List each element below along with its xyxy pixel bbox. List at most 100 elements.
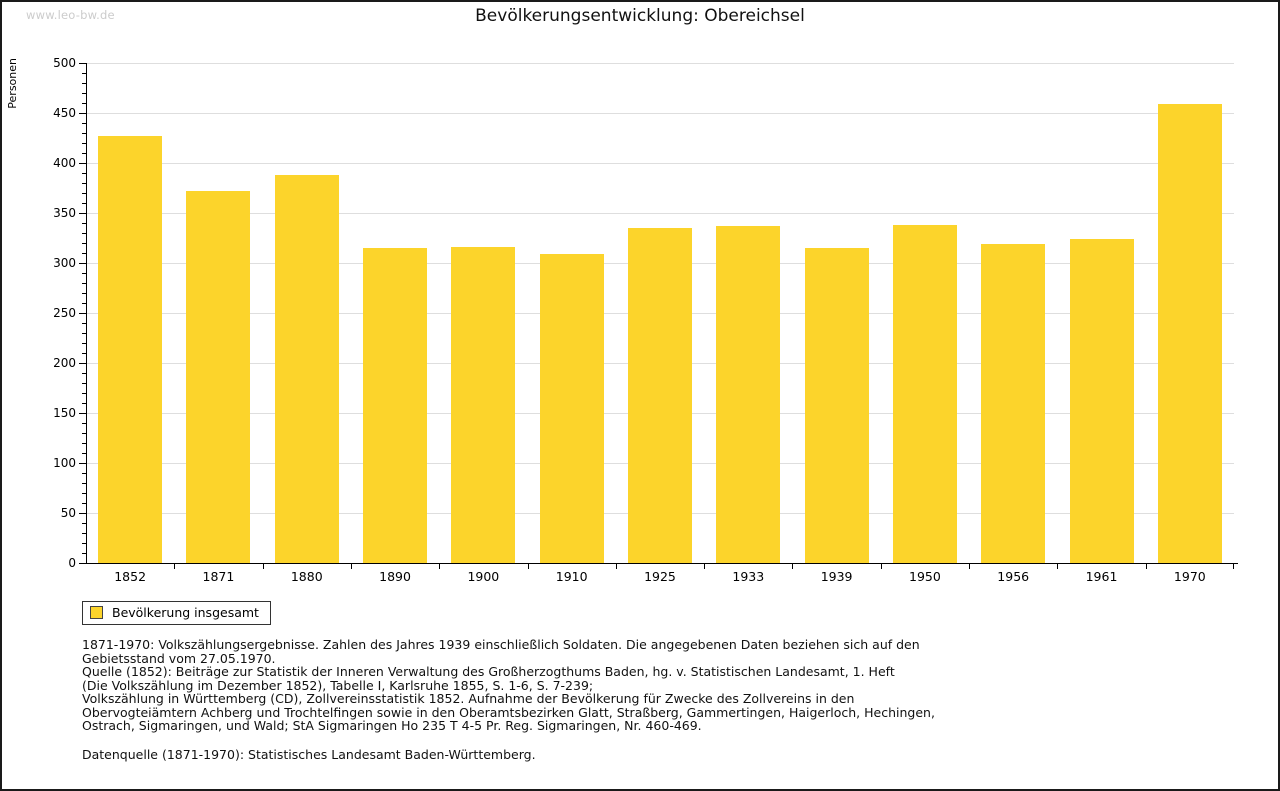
x-tick (1146, 564, 1147, 569)
x-tick (704, 564, 705, 569)
footnote-line: Gebietsstand vom 27.05.1970. (82, 650, 276, 666)
x-tick-label: 1925 (644, 569, 676, 584)
x-tick-label: 1961 (1085, 569, 1118, 584)
x-tick-label: 1950 (909, 569, 941, 584)
x-tick (1057, 564, 1058, 569)
y-tick-label: 450 (53, 106, 76, 120)
x-tick-label: 1970 (1173, 569, 1206, 584)
x-tick-label: 1900 (467, 569, 500, 584)
y-minor-tick (82, 393, 86, 394)
bar (539, 254, 604, 563)
bar (451, 247, 516, 563)
bar (804, 248, 869, 563)
y-minor-tick (82, 403, 86, 404)
y-tick-label: 350 (53, 206, 76, 220)
bar (1069, 239, 1134, 563)
y-minor-tick (82, 303, 86, 304)
footnote-line: (Die Volkszählung im Dezember 1852), Tab… (82, 677, 594, 693)
y-tick-label: 150 (53, 406, 76, 420)
y-minor-tick (82, 503, 86, 504)
x-tick (792, 564, 793, 569)
y-minor-tick (82, 173, 86, 174)
x-tick (263, 564, 264, 569)
y-minor-tick (82, 233, 86, 234)
gridline (87, 163, 1234, 164)
x-tick (616, 564, 617, 569)
x-tick-label: 1956 (997, 569, 1030, 584)
y-major-tick (79, 513, 86, 514)
y-tick-label: 300 (53, 256, 76, 270)
y-major-tick (79, 363, 86, 364)
y-minor-tick (82, 223, 86, 224)
x-tick-label: 1910 (555, 569, 588, 584)
x-tick-label: 1933 (732, 569, 765, 584)
y-minor-tick (82, 353, 86, 354)
legend: Bevölkerung insgesamt (82, 601, 271, 625)
y-tick-label: 500 (53, 56, 76, 70)
y-minor-tick (82, 383, 86, 384)
bar (363, 248, 428, 563)
y-minor-tick (82, 243, 86, 244)
legend-swatch-icon (90, 606, 103, 619)
y-major-tick (79, 463, 86, 464)
y-minor-tick (82, 483, 86, 484)
x-tick (881, 564, 882, 569)
x-tick-label: 1852 (114, 569, 147, 584)
y-minor-tick (82, 333, 86, 334)
y-minor-tick (82, 473, 86, 474)
x-tick (1233, 564, 1234, 569)
y-minor-tick (82, 523, 86, 524)
y-major-tick (79, 263, 86, 264)
x-tick-label: 1880 (290, 569, 323, 584)
y-minor-tick (82, 123, 86, 124)
bar (892, 225, 957, 563)
y-minor-tick (82, 73, 86, 74)
y-minor-tick (82, 373, 86, 374)
y-minor-tick (82, 153, 86, 154)
bar (274, 175, 339, 563)
x-tick (439, 564, 440, 569)
y-minor-tick (82, 543, 86, 544)
y-major-tick (79, 413, 86, 414)
footnote-line: Ostrach, Sigmaringen, und Wald; StA Sigm… (82, 718, 702, 733)
x-tick (969, 564, 970, 569)
y-major-tick (79, 563, 86, 564)
footnote-line: Obervogteiämtern Achberg und Trochtelfin… (82, 704, 935, 720)
y-minor-tick (82, 493, 86, 494)
y-major-tick (79, 163, 86, 164)
y-major-tick (79, 63, 86, 64)
bar (1157, 104, 1222, 563)
y-minor-tick (82, 83, 86, 84)
y-minor-tick (82, 453, 86, 454)
y-minor-tick (82, 103, 86, 104)
x-tick-label: 1890 (379, 569, 411, 584)
y-minor-tick (82, 193, 86, 194)
y-minor-tick (82, 93, 86, 94)
y-minor-tick (82, 323, 86, 324)
y-minor-tick (82, 533, 86, 534)
gridline (87, 213, 1234, 214)
y-tick-label: 100 (53, 456, 76, 470)
bar (716, 226, 781, 563)
y-minor-tick (82, 343, 86, 344)
footnote-line: Quelle (1852): Beiträge zur Statistik de… (82, 664, 895, 679)
gridline (87, 63, 1234, 64)
y-minor-tick (82, 423, 86, 424)
y-tick-label: 0 (68, 556, 76, 570)
gridline (87, 113, 1234, 114)
y-minor-tick (82, 553, 86, 554)
y-major-tick (79, 213, 86, 214)
y-minor-tick (82, 133, 86, 134)
y-tick-label: 200 (53, 356, 76, 370)
y-minor-tick (82, 183, 86, 184)
y-minor-tick (82, 203, 86, 204)
bar (981, 244, 1046, 563)
x-axis-line (86, 563, 1238, 564)
legend-label: Bevölkerung insgesamt (112, 605, 259, 620)
y-minor-tick (82, 273, 86, 274)
y-axis-line (86, 63, 87, 564)
y-minor-tick (82, 293, 86, 294)
watermark: www.leo-bw.de (26, 8, 115, 22)
